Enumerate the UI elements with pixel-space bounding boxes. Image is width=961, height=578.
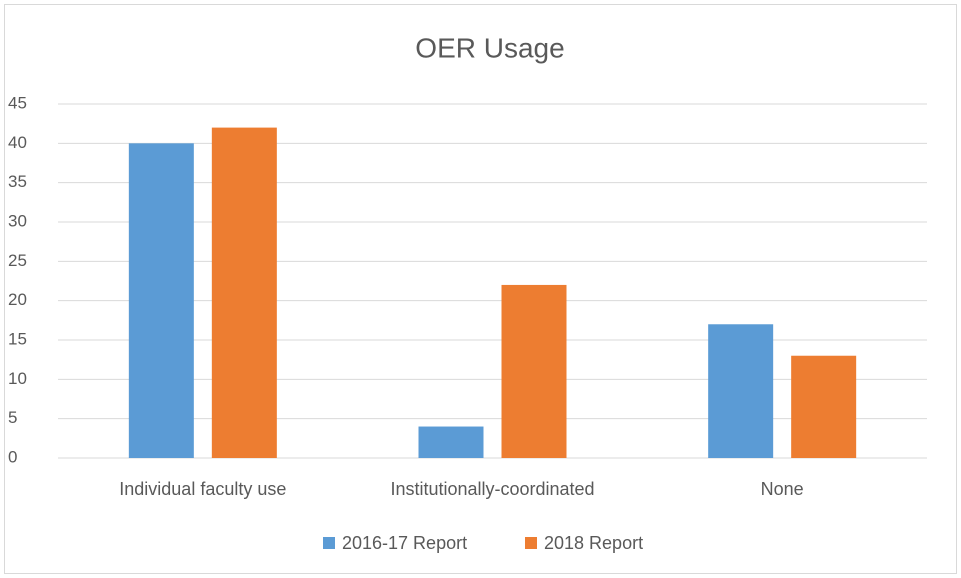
y-tick-label: 20 [8,290,27,309]
chart-title: OER Usage [415,32,564,63]
x-tick-label: Individual faculty use [119,479,286,499]
y-tick-label: 5 [8,408,17,427]
y-tick-label: 25 [8,251,27,270]
legend-label: 2016-17 Report [342,533,467,553]
y-tick-label: 15 [8,329,27,348]
bar [708,324,774,458]
x-tick-label: None [761,479,804,499]
bar [211,127,277,458]
y-tick-label: 0 [8,447,17,466]
bar [418,426,484,458]
bar [501,284,567,458]
y-tick-label: 35 [8,172,27,191]
legend-swatch [323,537,335,549]
x-tick-label: Institutionally-coordinated [390,479,594,499]
y-tick-label: 30 [8,211,27,230]
bar [128,143,194,459]
y-tick-label: 45 [8,93,27,112]
bar [791,355,857,458]
legend-label: 2018 Report [544,533,643,553]
y-tick-label: 10 [8,369,27,388]
legend-swatch [525,537,537,549]
y-tick-label: 40 [8,133,27,152]
